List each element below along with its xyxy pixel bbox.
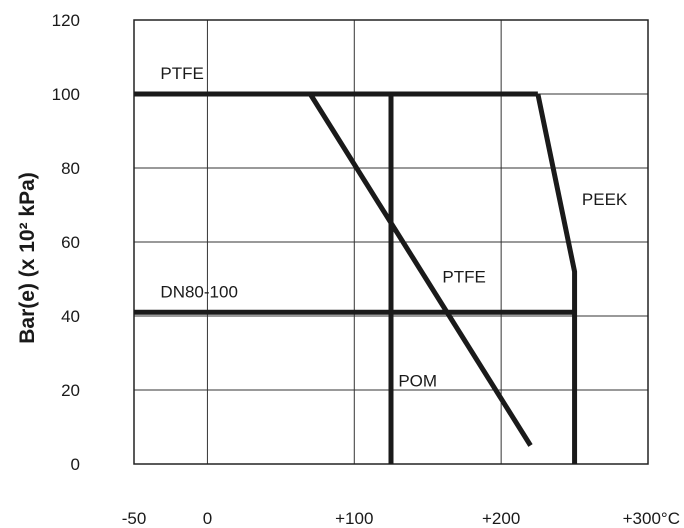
x-tick-label: +300°C (623, 509, 680, 528)
x-tick-label: +200 (482, 509, 520, 528)
annotation-label: PTFE (442, 268, 485, 287)
tick-labels: 0 20 40 60 80 100 120 -50 0 +100 +200 +300°C (52, 11, 680, 528)
y-tick-label: 20 (61, 381, 80, 400)
annotation-label: PEEK (582, 190, 628, 209)
y-tick-label: 0 (71, 455, 80, 474)
y-axis-label: Bar(e) (x 10² kPa) (16, 172, 39, 344)
x-tick-label: +100 (335, 509, 373, 528)
annotation-label: POM (398, 371, 437, 390)
y-tick-label: 40 (61, 307, 80, 326)
y-tick-label: 120 (52, 11, 80, 30)
x-tick-label: -50 (122, 509, 147, 528)
x-tick-label: 0 (203, 509, 212, 528)
series-group (134, 91, 578, 464)
y-tick-label: 100 (52, 85, 80, 104)
y-tick-label: 60 (61, 233, 80, 252)
annotation-label: DN80-100 (160, 283, 238, 302)
y-tick-label: 80 (61, 159, 80, 178)
series-line-ptfe (308, 92, 533, 447)
annotations: PTFE PEEK PTFE POM DN80-100 (160, 64, 627, 390)
annotation-label: PTFE (160, 64, 203, 83)
series-line-peek (535, 93, 578, 464)
